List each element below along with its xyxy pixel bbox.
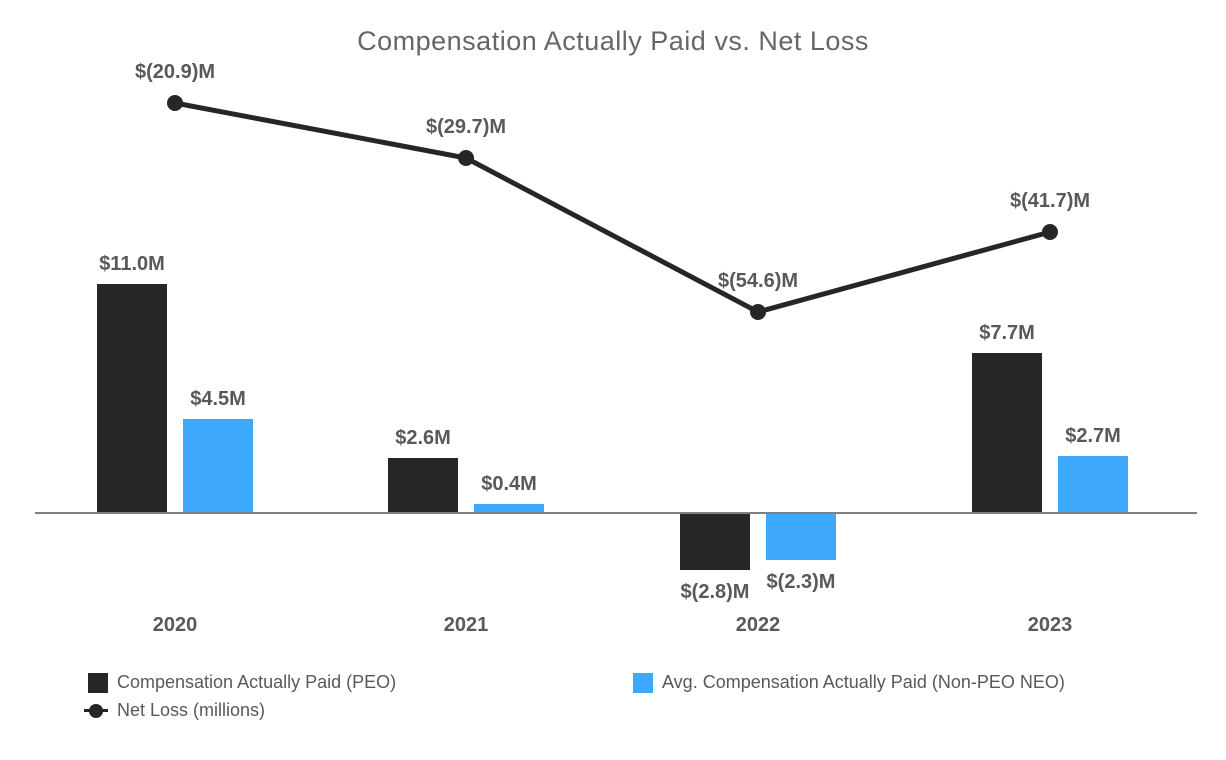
net-loss-point-2023 bbox=[1042, 224, 1058, 240]
x-tick-2022: 2022 bbox=[735, 614, 781, 636]
legend-label-neo: Avg. Compensation Actually Paid (Non-PEO… bbox=[662, 672, 1065, 692]
chart-title: Compensation Actually Paid vs. Net Loss bbox=[357, 26, 869, 56]
net-loss-label-2020: $(20.9)M bbox=[134, 61, 216, 83]
bar-label-neo-2022: $(2.3)M bbox=[766, 571, 836, 593]
bar-label-peo-2020: $11.0M bbox=[99, 253, 165, 275]
bar-peo-2023 bbox=[972, 353, 1042, 512]
bar-neo-2023 bbox=[1058, 456, 1128, 512]
bar-neo-2021 bbox=[474, 504, 544, 512]
legend-label-net-loss: Net Loss (millions) bbox=[117, 700, 266, 720]
x-axis-line bbox=[35, 512, 1197, 514]
x-tick-2023: 2023 bbox=[1027, 614, 1073, 636]
bar-label-neo-2023: $2.7M bbox=[1065, 425, 1121, 447]
legend-label-peo: Compensation Actually Paid (PEO) bbox=[117, 672, 397, 692]
bar-peo-2020 bbox=[97, 284, 167, 512]
bar-label-peo-2021: $2.6M bbox=[395, 427, 451, 449]
net-loss-point-2020 bbox=[167, 95, 183, 111]
legend-item-peo: Compensation Actually Paid (PEO) bbox=[88, 672, 396, 693]
net-loss-label-2021: $(29.7)M bbox=[425, 116, 507, 138]
net-loss-label-2022: $(54.6)M bbox=[717, 270, 799, 292]
legend-item-neo: Avg. Compensation Actually Paid (Non-PEO… bbox=[633, 672, 1065, 693]
bar-label-peo-2022: $(2.8)M bbox=[680, 581, 750, 603]
bar-neo-2022 bbox=[766, 512, 836, 560]
net-loss-point-2022 bbox=[750, 304, 766, 320]
x-tick-2020: 2020 bbox=[152, 614, 198, 636]
bar-peo-2021 bbox=[388, 458, 458, 512]
neo-swatch-icon bbox=[633, 672, 653, 693]
bar-neo-2020 bbox=[183, 419, 253, 512]
net-loss-label-2023: $(41.7)M bbox=[1009, 190, 1091, 212]
bar-label-neo-2021: $0.4M bbox=[481, 473, 537, 495]
net-loss-marker-icon bbox=[84, 701, 108, 721]
net-loss-point-2021 bbox=[458, 150, 474, 166]
bar-peo-2022 bbox=[680, 512, 750, 570]
legend-item-net-loss: Net Loss (millions) bbox=[84, 700, 265, 721]
bar-label-neo-2020: $4.5M bbox=[190, 388, 246, 410]
peo-swatch-icon bbox=[88, 672, 108, 693]
x-tick-2021: 2021 bbox=[443, 614, 489, 636]
bar-label-peo-2023: $7.7M bbox=[979, 322, 1035, 344]
net-loss-line bbox=[174, 100, 1051, 315]
